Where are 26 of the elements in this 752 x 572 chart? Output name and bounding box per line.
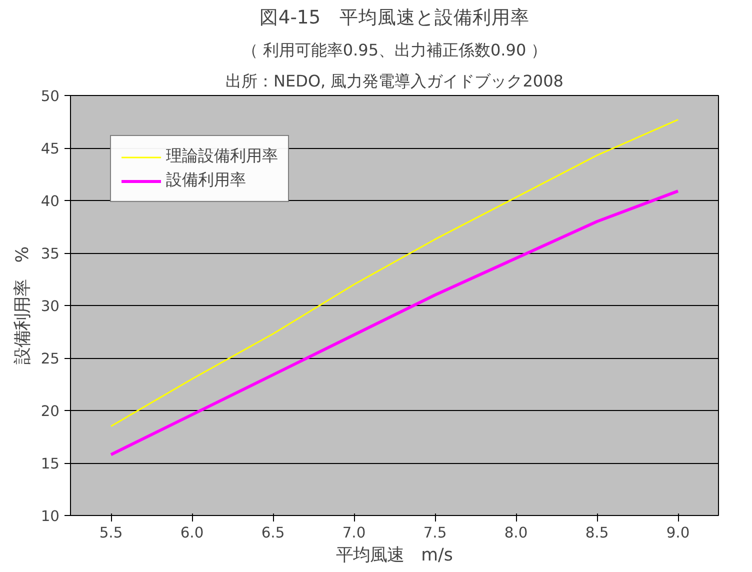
y-tick-label: 15 xyxy=(40,456,60,472)
y-tick-label: 25 xyxy=(40,350,60,368)
y-axis-title: 設備利用率 % xyxy=(12,246,33,365)
y-tick-label: 10 xyxy=(40,508,60,525)
text: 出所：NEDO, 風力発電導入ガイドブック2008 xyxy=(226,72,564,90)
x-tick-label: 6.5 xyxy=(261,524,285,542)
y-tick-label: 45 xyxy=(40,140,60,158)
y-tick-label: 35 xyxy=(40,246,60,262)
line-series xyxy=(110,190,680,456)
y-tick-label: 40 xyxy=(40,193,60,210)
x-tick-label: 7.5 xyxy=(423,524,447,542)
y-tick-label: 30 xyxy=(40,298,60,315)
y-tick-label: 50 xyxy=(40,88,60,105)
chart-title: 図4-15 平均風速と設備利用率 xyxy=(259,6,530,28)
legend-label: 理論設備利用率 xyxy=(166,146,278,167)
legend-label: 設備利用率 xyxy=(166,170,246,191)
x-tick-label: 9.0 xyxy=(666,524,690,542)
x-tick-label: 6.0 xyxy=(180,524,204,542)
y-tick-label: 20 xyxy=(40,403,60,420)
x-tick-label: 8.0 xyxy=(504,524,528,542)
x-tick-label: 8.5 xyxy=(585,524,609,542)
x-axis-title: 平均風速 m/s xyxy=(336,546,453,566)
x-tick-label: 5.5 xyxy=(99,524,123,542)
line-series xyxy=(110,118,679,427)
chart-subtitle: （ 利用可能率0.95、出力補正係数0.90 ） xyxy=(242,40,548,60)
x-tick-label: 7.0 xyxy=(342,524,366,542)
